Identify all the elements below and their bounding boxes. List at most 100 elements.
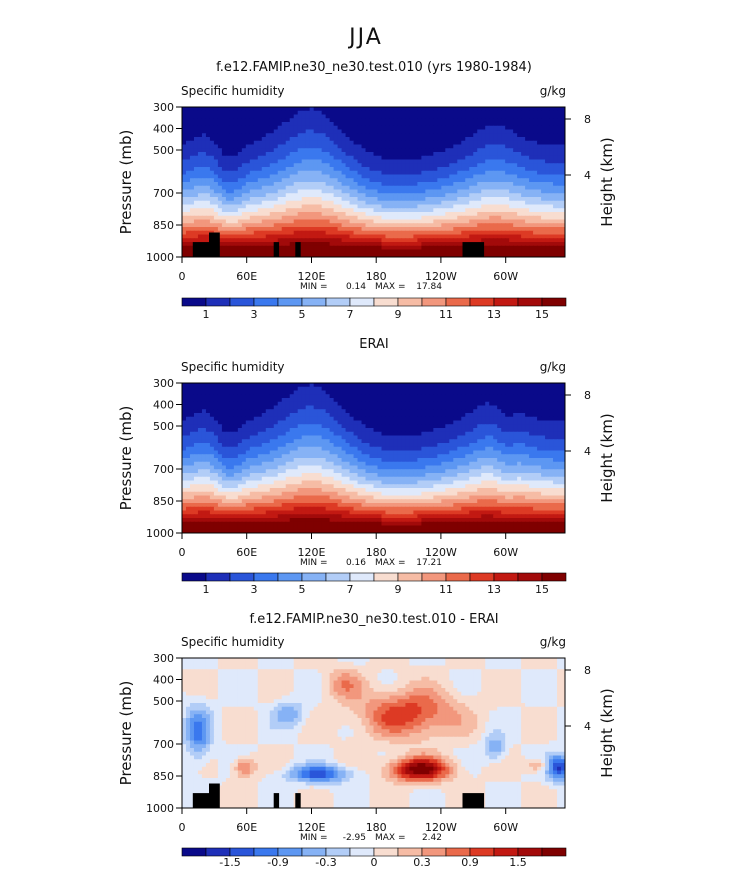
field-cell <box>189 174 195 179</box>
field-cell <box>453 107 458 112</box>
field-cell <box>361 189 367 194</box>
field-cell <box>341 189 347 194</box>
field-cell <box>413 170 418 176</box>
field-cell <box>549 185 554 191</box>
field-cell <box>182 110 187 116</box>
field-cell <box>265 230 271 236</box>
field-cell <box>385 204 391 209</box>
field-cell <box>525 204 530 209</box>
field-cell <box>185 234 191 239</box>
field-cell <box>549 383 554 388</box>
field-cell <box>213 163 219 168</box>
field-cell <box>473 159 478 164</box>
field-cell <box>249 215 255 221</box>
field-cell <box>261 245 267 251</box>
field-cell <box>349 238 355 243</box>
field-cell <box>441 386 446 392</box>
field-cell <box>333 122 339 127</box>
field-cell <box>433 189 438 194</box>
field-cell <box>297 230 303 236</box>
field-cell <box>305 107 311 112</box>
field-cell <box>365 215 371 221</box>
field-cell <box>285 219 291 224</box>
field-cell <box>537 159 542 164</box>
field-cell <box>225 208 231 213</box>
field-cell <box>513 413 518 418</box>
field-cell <box>469 200 474 206</box>
field-cell <box>561 208 565 213</box>
field-cell <box>313 122 319 127</box>
field-cell <box>217 155 223 161</box>
field-cell <box>509 234 514 239</box>
field-cell <box>425 167 430 172</box>
colorbar-swatch <box>253 297 279 307</box>
field-cell <box>233 405 239 410</box>
field-cell <box>265 238 271 243</box>
field-cell <box>197 413 203 418</box>
field-cell <box>241 409 247 414</box>
field-cell <box>397 219 403 224</box>
field-cell <box>365 409 371 414</box>
field-cell <box>249 163 255 168</box>
field-cell <box>273 107 279 112</box>
field-cell <box>453 185 458 191</box>
field-cell <box>193 401 199 407</box>
field-cell <box>221 197 227 202</box>
field-cell <box>253 398 259 403</box>
field-cell <box>521 189 526 194</box>
field-cell <box>185 223 191 228</box>
field-cell <box>433 163 438 168</box>
field-cell <box>485 189 490 194</box>
field-cell <box>249 409 255 414</box>
field-cell <box>185 409 191 414</box>
field-cell <box>305 137 311 142</box>
field-cell <box>393 383 399 388</box>
field-cell <box>329 401 335 407</box>
field-cell <box>533 137 538 142</box>
field-cell <box>529 227 534 232</box>
field-cell <box>329 242 335 247</box>
field-cell <box>253 390 259 395</box>
field-cell <box>257 227 263 232</box>
field-cell <box>533 253 538 257</box>
field-cell <box>429 204 434 209</box>
field-cell <box>533 193 538 198</box>
field-cell <box>541 234 546 239</box>
field-cell <box>413 230 418 236</box>
field-cell <box>417 122 422 127</box>
field-cell <box>417 405 422 410</box>
field-cell <box>361 129 367 134</box>
field-cell <box>561 122 565 127</box>
field-cell <box>433 234 438 239</box>
field-cell <box>537 249 542 254</box>
field-cell <box>182 152 187 157</box>
y-tick-label: 500 <box>153 144 174 157</box>
field-cell <box>561 200 565 206</box>
field-cell <box>437 114 442 119</box>
field-cell <box>249 193 255 198</box>
field-cell <box>233 148 239 153</box>
field-cell <box>209 405 215 410</box>
field-cell <box>273 148 279 153</box>
field-cell <box>261 114 267 119</box>
field-cell <box>517 249 522 254</box>
field-cell <box>529 155 534 161</box>
field-cell <box>537 394 542 399</box>
field-cell <box>489 148 494 153</box>
field-cell <box>373 253 379 257</box>
field-cell <box>269 174 275 179</box>
field-cell <box>365 200 371 206</box>
field-cell <box>501 125 506 131</box>
field-cell <box>349 189 355 194</box>
field-cell <box>245 144 251 149</box>
field-cell <box>457 159 462 164</box>
field-cell <box>217 212 223 217</box>
field-cell <box>281 148 287 153</box>
field-cell <box>377 215 383 221</box>
field-cell <box>561 398 565 403</box>
field-cell <box>461 174 466 179</box>
field-cell <box>405 204 411 209</box>
field-cell <box>477 174 482 179</box>
field-cell <box>397 223 403 228</box>
field-cell <box>481 129 486 134</box>
